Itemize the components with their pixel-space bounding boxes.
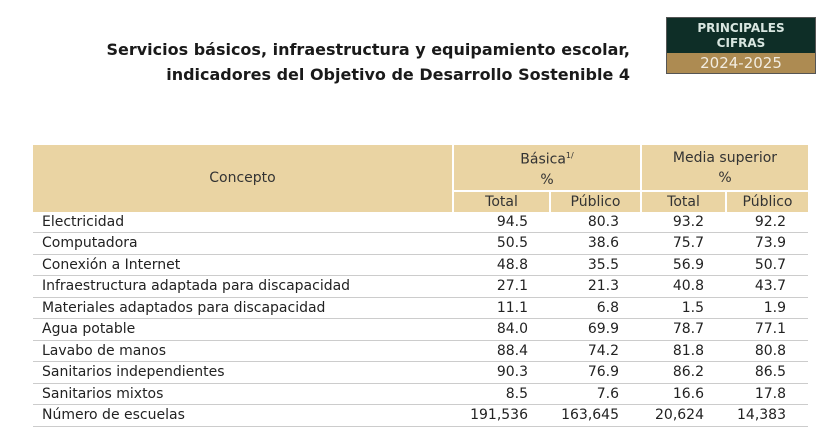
cell-value: 20,624 [641,404,726,427]
cell-value: 94.5 [453,211,550,234]
cell-value: 38.6 [550,232,641,255]
cell-value: 75.7 [641,232,726,255]
row-label: Conexión a Internet [33,254,453,277]
cell-value: 50.7 [726,254,808,277]
cell-value: 86.2 [641,361,726,384]
cell-value: 163,645 [550,404,641,427]
page-title: Servicios básicos, infraestructura y equ… [106,37,630,87]
table-row: Lavabo de manos 88.4 74.2 81.8 80.8 [33,340,808,363]
subheader-total: Total [640,189,726,212]
badge-line-2: CIFRAS [716,36,766,50]
cell-value: 1.5 [641,297,726,320]
cell-value: 6.8 [550,297,641,320]
cell-value: 76.9 [550,361,641,384]
cell-value: 69.9 [550,318,641,341]
cell-value: 17.8 [726,383,808,406]
subheader-total: Total [452,189,550,212]
table-row: Electricidad 94.5 80.3 93.2 92.2 [33,211,808,234]
cell-value: 93.2 [641,211,726,234]
cell-value: 90.3 [453,361,550,384]
cell-value: 1.9 [726,297,808,320]
cell-value: 16.6 [641,383,726,406]
table-row: Computadora 50.5 38.6 75.7 73.9 [33,232,808,255]
cell-value: 11.1 [453,297,550,320]
cell-value: 48.8 [453,254,550,277]
cell-value: 78.7 [641,318,726,341]
subheader-publico: Público [725,189,808,212]
cell-value: 8.5 [453,383,550,406]
table-row: Materiales adaptados para discapacidad 11… [33,297,808,320]
cell-value: 40.8 [641,275,726,298]
title-line-2: indicadores del Objetivo de Desarrollo S… [166,65,630,84]
row-label: Sanitarios independientes [33,361,453,384]
cell-value: 88.4 [453,340,550,363]
table-row: Sanitarios independientes 90.3 76.9 86.2 86.… [33,361,808,384]
cell-value: 56.9 [641,254,726,277]
cell-value: 21.3 [550,275,641,298]
cell-value: 14,383 [726,404,808,427]
row-label: Infraestructura adaptada para discapacid… [33,275,453,298]
cell-value: 74.2 [550,340,641,363]
row-label: Electricidad [33,211,453,234]
cell-value: 80.8 [726,340,808,363]
cell-value: 27.1 [453,275,550,298]
cell-value: 35.5 [550,254,641,277]
group-header-media-superior: Media superior% [640,145,808,191]
cell-value: 84.0 [453,318,550,341]
group-header-basica: Básica1/% [452,145,641,191]
cell-value: 7.6 [550,383,641,406]
row-label: Materiales adaptados para discapacidad [33,297,453,320]
cell-value: 77.1 [726,318,808,341]
cell-value: 191,536 [453,404,550,427]
concept-header: Concepto [33,145,453,212]
cell-value: 73.9 [726,232,808,255]
row-label: Agua potable [33,318,453,341]
table-row: Número de escuelas 191,536 163,645 20,624 14… [33,404,808,427]
cell-value: 43.7 [726,275,808,298]
data-table: Concepto Básica1/% Media superior% Total… [33,145,808,427]
subheader-publico: Público [549,189,641,212]
table-row: Agua potable 84.0 69.9 78.7 77.1 [33,318,808,341]
cell-value: 92.2 [726,211,808,234]
cell-value: 80.3 [550,211,641,234]
principales-cifras-badge: PRINCIPALES CIFRAS 2024-2025 [666,17,816,74]
row-label: Computadora [33,232,453,255]
row-label: Lavabo de manos [33,340,453,363]
cell-value: 50.5 [453,232,550,255]
table-row: Conexión a Internet 48.8 35.5 56.9 50.7 [33,254,808,277]
cell-value: 81.8 [641,340,726,363]
badge-line-1: PRINCIPALES [697,21,785,35]
row-label: Número de escuelas [33,404,453,427]
badge-year: 2024-2025 [667,53,815,73]
row-label: Sanitarios mixtos [33,383,453,406]
table-row: Infraestructura adaptada para discapacid… [33,275,808,298]
cell-value: 86.5 [726,361,808,384]
table-row: Sanitarios mixtos 8.5 7.6 16.6 17.8 [33,383,808,406]
title-line-1: Servicios básicos, infraestructura y equ… [106,40,630,59]
